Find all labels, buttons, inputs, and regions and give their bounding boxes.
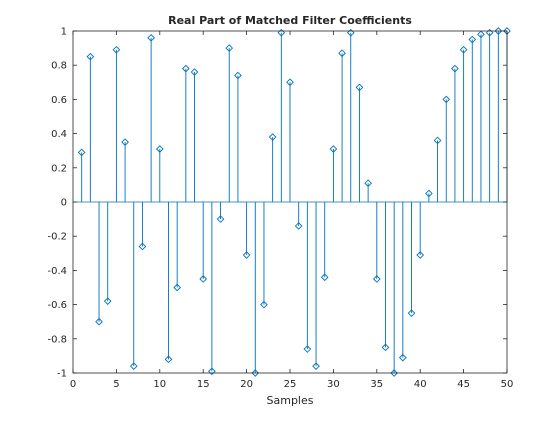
stem-marker (208, 367, 216, 376)
stem-marker (451, 64, 459, 73)
stem-marker (485, 28, 494, 37)
stem-marker (138, 242, 147, 251)
stem-marker (129, 362, 138, 370)
stem-marker (95, 317, 103, 326)
stem-marker (303, 345, 312, 353)
stem-marker (294, 222, 303, 230)
stem-marker (459, 45, 468, 54)
stem-marker (147, 34, 155, 42)
markers-layer (77, 27, 511, 377)
stem-marker (372, 275, 381, 283)
x-tick-label: 0 (70, 379, 76, 390)
y-tick-label: 0.8 (51, 61, 67, 72)
x-tick-label: 35 (370, 379, 383, 390)
stem-marker (433, 136, 442, 145)
stem-marker (329, 145, 338, 153)
x-tick-label: 50 (501, 379, 514, 390)
stem-marker (364, 179, 372, 188)
stem-marker (77, 148, 86, 157)
y-tick-label: -0.2 (47, 232, 67, 243)
x-axis-label: Samples (267, 394, 314, 407)
y-tick-label: -1 (57, 369, 67, 380)
stem-marker (155, 145, 164, 153)
stem-marker (416, 251, 425, 259)
stem-marker (199, 275, 208, 283)
stem-marker (468, 35, 477, 44)
x-tick-label: 25 (284, 379, 297, 390)
stem-marker (121, 138, 129, 146)
stems-layer (73, 31, 508, 373)
chart-title: Real Part of Matched Filter Coefficients (168, 14, 412, 27)
y-tick-label: 1 (61, 27, 67, 38)
stem-marker (260, 300, 268, 309)
y-tick-label: 0.6 (51, 95, 67, 106)
stem-marker (346, 28, 355, 37)
ticks-layer: 0 5 10 15 20 25 30 35 40 45 50 1 0.8 0.6 0.4 0.2 0 -0.2 -0… (47, 27, 513, 391)
stem-marker (112, 45, 121, 54)
stem-marker (268, 133, 277, 141)
stem-marker (190, 68, 199, 76)
stem-marker (494, 27, 503, 35)
stem-marker (338, 49, 346, 58)
stem-marker (381, 343, 390, 352)
axes-box (72, 30, 508, 374)
stem-marker (173, 283, 181, 292)
stem-marker (477, 30, 485, 39)
x-tick-label: 45 (457, 379, 470, 390)
x-tick-label: 20 (240, 379, 253, 390)
stem-marker (312, 362, 320, 370)
x-tick-label: 10 (153, 379, 166, 390)
stem-marker (251, 369, 260, 377)
y-tick-label: 0.4 (51, 129, 67, 140)
stem-marker (399, 353, 407, 362)
stem-marker (103, 297, 112, 306)
x-tick-label: 15 (197, 379, 210, 390)
stem-marker (425, 189, 433, 198)
y-tick-label: -0.8 (47, 334, 67, 345)
y-tick-label: -0.4 (47, 266, 67, 277)
stem-marker (407, 309, 416, 317)
stem-marker (86, 52, 95, 61)
y-tick-label: -0.6 (47, 300, 67, 311)
x-tick-label: 30 (327, 379, 340, 390)
x-tick-label: 5 (113, 379, 119, 390)
y-tick-label: 0 (61, 198, 67, 209)
stem-marker (390, 369, 398, 377)
stem-marker (320, 273, 329, 282)
stem-marker (355, 83, 364, 92)
stem-marker (225, 44, 234, 52)
y-tick-label: 0.2 (51, 163, 67, 174)
stem-marker (234, 71, 242, 80)
stem-marker (182, 64, 190, 73)
stem-marker (286, 78, 294, 87)
stem-marker (164, 355, 173, 364)
stem-marker (277, 28, 286, 37)
x-tick-label: 40 (414, 379, 427, 390)
stem-marker (216, 215, 225, 223)
stem-marker (442, 95, 451, 104)
stem-marker (242, 251, 251, 259)
